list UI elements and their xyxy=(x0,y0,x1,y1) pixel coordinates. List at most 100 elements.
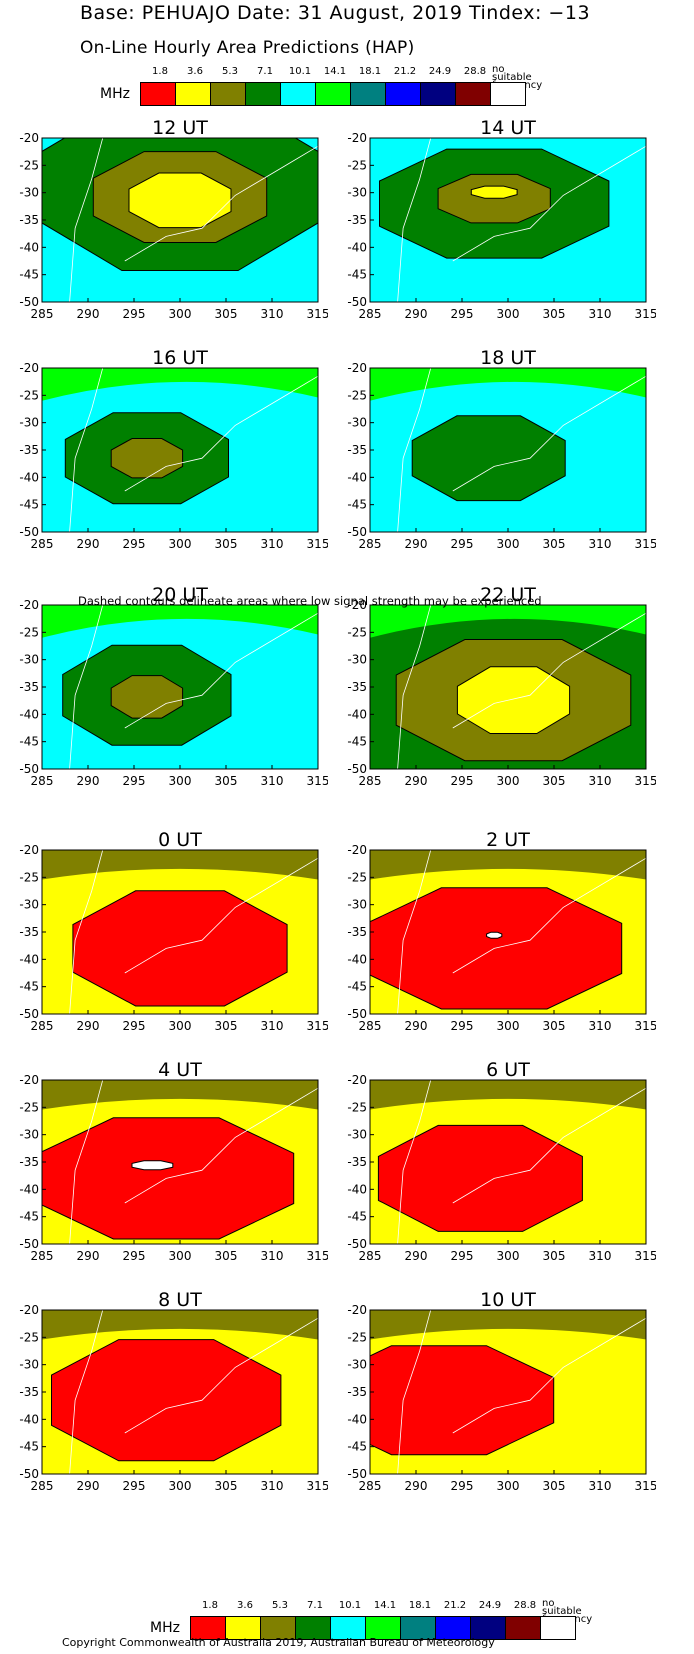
contour-region xyxy=(370,1345,555,1456)
x-tick-label: 290 xyxy=(405,1019,428,1033)
y-tick-label: -30 xyxy=(19,186,39,200)
y-tick-label: -25 xyxy=(347,870,367,884)
x-tick-label: 290 xyxy=(405,307,428,321)
top-band xyxy=(42,850,318,880)
legend-value-label: 10.1 xyxy=(288,66,312,77)
x-tick-label: 315 xyxy=(307,1479,328,1493)
legend-swatch xyxy=(296,1617,331,1639)
y-tick-label: -20 xyxy=(347,1073,367,1087)
y-tick-label: -20 xyxy=(19,598,39,612)
panel-title: 10 UT xyxy=(480,1290,536,1311)
copyright-text: Copyright Commonwealth of Australia 2019… xyxy=(62,1636,495,1649)
contour-region xyxy=(470,185,518,199)
legend-values: 1.8 3.6 5.3 7.1 10.1 14.1 18.1 21.2 24.9 28.8 no s… xyxy=(140,65,620,91)
y-tick-label: -35 xyxy=(347,1385,367,1399)
y-tick-label: -25 xyxy=(19,625,39,639)
forecast-panel: 22 UT 285 290 295 300 305 310 315 -20 -25 -30 -35 -4… xyxy=(338,585,656,793)
y-tick-label: -25 xyxy=(19,870,39,884)
legend-value-label: 18.1 xyxy=(358,66,382,77)
forecast-map-svg: 22 UT 285 290 295 300 305 310 315 -20 -25 -30 -35 -4… xyxy=(347,585,656,788)
legend-value-label: 21.2 xyxy=(443,1600,467,1611)
y-tick-label: -50 xyxy=(347,295,367,309)
x-tick-label: 305 xyxy=(543,1249,566,1263)
panel-title: 2 UT xyxy=(486,830,530,851)
legend-unit: MHz xyxy=(100,86,130,102)
y-tick-label: -40 xyxy=(347,952,367,966)
y-tick-label: -50 xyxy=(19,525,39,539)
y-tick-label: -30 xyxy=(19,653,39,667)
legend-value-label: 1.8 xyxy=(202,1600,218,1611)
coastline xyxy=(69,605,318,769)
y-tick-label: -50 xyxy=(347,1007,367,1021)
legend-value-label: 18.1 xyxy=(408,1600,432,1611)
forecast-panel: 6 UT 285 290 295 300 305 310 315 -20 -25 -30 -35 -40… xyxy=(338,1060,656,1268)
y-tick-label: -20 xyxy=(347,1303,367,1317)
x-tick-label: 300 xyxy=(169,774,192,788)
x-tick-label: 290 xyxy=(77,774,100,788)
x-tick-label: 285 xyxy=(359,1479,382,1493)
legend-values: 1.8 3.6 5.3 7.1 10.1 14.1 18.1 21.2 24.9 28.8 no s… xyxy=(190,1599,670,1625)
x-tick-label: 310 xyxy=(589,1019,612,1033)
panel-title: 8 UT xyxy=(158,1290,202,1311)
x-tick-label: 285 xyxy=(31,1479,54,1493)
legend-swatch xyxy=(331,1617,366,1639)
forecast-panel: 20 UT 285 290 295 300 305 310 315 -20 -25 -30 -35 -4… xyxy=(10,585,328,793)
y-tick-label: -25 xyxy=(19,388,39,402)
contour-region xyxy=(72,890,288,1007)
legend-swatch xyxy=(211,83,246,105)
x-tick-label: 285 xyxy=(31,537,54,551)
y-tick-label: -40 xyxy=(19,707,39,721)
forecast-map-svg: 8 UT 285 290 295 300 305 310 315 -20 -25 -30 -35 -40… xyxy=(19,1290,328,1493)
panel-title: 6 UT xyxy=(486,1060,530,1081)
forecast-map-svg: 18 UT 285 290 295 300 305 310 315 -20 -25 -30 -35 -4… xyxy=(347,348,656,551)
y-tick-label: -40 xyxy=(19,952,39,966)
y-tick-label: -40 xyxy=(347,240,367,254)
x-tick-label: 310 xyxy=(589,537,612,551)
y-tick-label: -45 xyxy=(19,980,39,994)
legend-value-label: 14.1 xyxy=(373,1600,397,1611)
x-tick-label: 300 xyxy=(169,307,192,321)
top-band xyxy=(370,605,646,638)
y-tick-label: -35 xyxy=(347,680,367,694)
y-tick-label: -45 xyxy=(19,268,39,282)
x-tick-label: 295 xyxy=(451,1019,474,1033)
x-tick-label: 300 xyxy=(169,1019,192,1033)
x-tick-label: 310 xyxy=(261,1019,284,1033)
coastline xyxy=(397,1080,646,1244)
forecast-map-svg: 10 UT 285 290 295 300 305 310 315 -20 -25 -30 -35 -4… xyxy=(347,1290,656,1493)
y-tick-label: -20 xyxy=(19,1073,39,1087)
contour-region xyxy=(411,415,566,502)
x-tick-label: 315 xyxy=(635,1479,656,1493)
contour-region xyxy=(486,931,503,939)
x-tick-label: 285 xyxy=(31,1249,54,1263)
y-tick-label: -30 xyxy=(347,416,367,430)
y-tick-label: -35 xyxy=(19,213,39,227)
x-tick-label: 300 xyxy=(497,307,520,321)
y-tick-label: -45 xyxy=(19,735,39,749)
y-tick-label: -40 xyxy=(19,240,39,254)
forecast-map-svg: 0 UT 285 290 295 300 305 310 315 -20 -25 -30 -35 -40… xyxy=(19,830,328,1033)
legend-swatch xyxy=(401,1617,436,1639)
legend-swatch xyxy=(366,1617,401,1639)
panel-title: 14 UT xyxy=(480,118,536,139)
y-tick-label: -20 xyxy=(19,1303,39,1317)
legend-swatches xyxy=(140,82,526,106)
legend-value-label: 3.6 xyxy=(237,1600,253,1611)
x-tick-label: 295 xyxy=(123,537,146,551)
y-tick-label: -35 xyxy=(19,443,39,457)
y-tick-label: -35 xyxy=(347,443,367,457)
x-tick-label: 290 xyxy=(77,307,100,321)
x-tick-label: 305 xyxy=(215,537,238,551)
y-tick-label: -50 xyxy=(347,525,367,539)
y-tick-label: -50 xyxy=(19,1467,39,1481)
x-tick-label: 305 xyxy=(543,774,566,788)
x-tick-label: 285 xyxy=(359,774,382,788)
y-tick-label: -30 xyxy=(347,898,367,912)
y-tick-label: -25 xyxy=(347,1100,367,1114)
panel-title: 20 UT xyxy=(152,585,208,606)
x-tick-label: 315 xyxy=(307,774,328,788)
legend-swatch xyxy=(316,83,351,105)
coastline xyxy=(69,138,318,302)
forecast-map-svg: 12 UT 285 290 295 300 305 310 315 -20 -25 -30 -35 -4… xyxy=(19,118,328,321)
y-tick-label: -25 xyxy=(19,1330,39,1344)
